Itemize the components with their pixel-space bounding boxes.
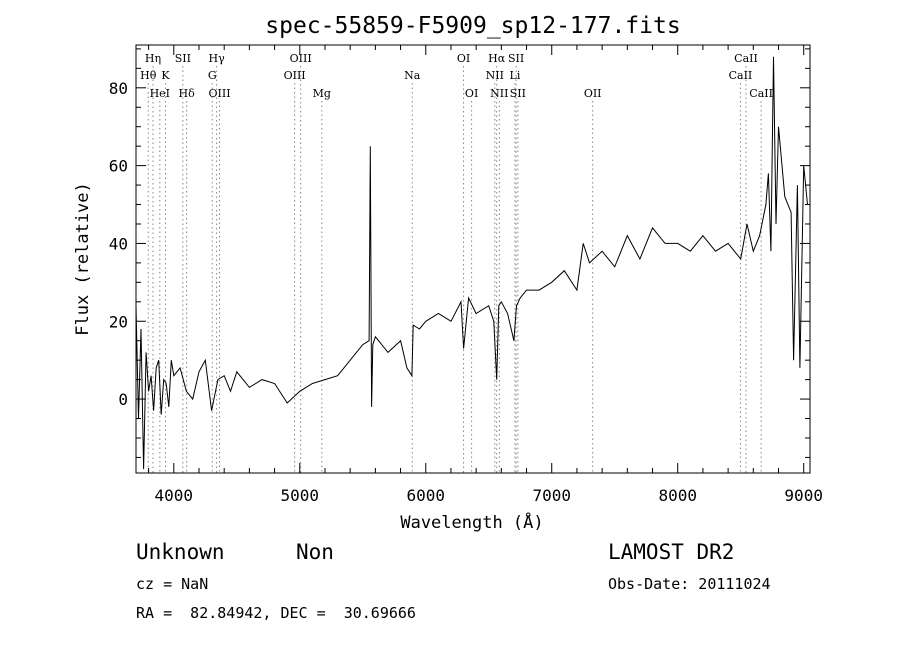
spectral-line-label: Hγ	[209, 52, 226, 65]
x-tick-label: 9000	[784, 486, 823, 505]
spectral-line-label: K	[161, 69, 170, 82]
y-tick-label: 40	[109, 234, 128, 253]
spectral-line-label: NII	[486, 69, 504, 82]
spectral-line-label: NII	[490, 87, 508, 100]
spectral-line-markers: Hη Hθ HeI K SII Hδ Hγ G OIII OIII OIII Mg Na OI OI Hα NI…	[140, 52, 773, 473]
spectral-line-label: G	[208, 69, 217, 82]
y-tick-label: 80	[109, 79, 128, 98]
spectral-line-label: HeI	[150, 87, 170, 100]
spectral-line-label: OIII	[284, 69, 306, 82]
spectrum-series	[135, 56, 808, 470]
coords-text: RA = 82.84942, DEC = 30.69666	[136, 604, 416, 622]
spectral-line-label: Hθ	[140, 69, 157, 82]
obs-date-text: Obs-Date: 20111024	[608, 575, 771, 593]
survey-label: LAMOST DR2	[608, 540, 735, 564]
spectral-line-label: Hη	[145, 52, 161, 65]
x-axis-label: Wavelength (Å)	[400, 511, 543, 533]
y-tick-label: 20	[109, 312, 128, 331]
spectral-line-label: SII	[508, 52, 524, 65]
spectral-line-label: OIII	[208, 87, 230, 100]
y-axis-label: Flux (relative)	[73, 182, 93, 336]
spectral-line-label: SII	[510, 87, 526, 100]
spectral-line-label: Mg	[313, 87, 331, 100]
spectral-line-label: CaII	[729, 69, 753, 82]
y-tick-label: 60	[109, 157, 128, 176]
cz-text: cz = NaN	[136, 575, 209, 593]
x-tick-label: 4000	[155, 486, 194, 505]
spectral-line-label: Hα	[488, 52, 506, 65]
x-tick-label: 6000	[406, 486, 445, 505]
spectral-line-label: SII	[175, 52, 191, 65]
x-tick-label: 5000	[281, 486, 320, 505]
spectral-line-label: OI	[457, 52, 470, 65]
class-label: Unknown	[136, 540, 225, 564]
spectral-line-label: Hδ	[179, 87, 196, 100]
spectral-line-label: OII	[584, 87, 602, 100]
spectrum-line	[135, 56, 808, 470]
y-tick-label: 0	[118, 390, 128, 409]
spectral-line-label: Li	[510, 69, 521, 82]
x-tick-label: 7000	[532, 486, 571, 505]
chart-title: spec-55859-F5909_sp12-177.fits	[265, 13, 680, 39]
spectral-line-label: OIII	[290, 52, 312, 65]
spectral-line-label: CaII	[749, 87, 773, 100]
subclass-label: Non	[296, 540, 334, 564]
plot-frame	[135, 44, 811, 474]
spectral-line-label: Na	[404, 69, 421, 82]
spectral-line-label: CaII	[734, 52, 758, 65]
axis-ticks: 4000 5000 6000 7000 8000 9000 0 20 40 60 80	[109, 45, 823, 505]
x-tick-label: 8000	[658, 486, 697, 505]
spectral-line-label: OI	[465, 87, 478, 100]
